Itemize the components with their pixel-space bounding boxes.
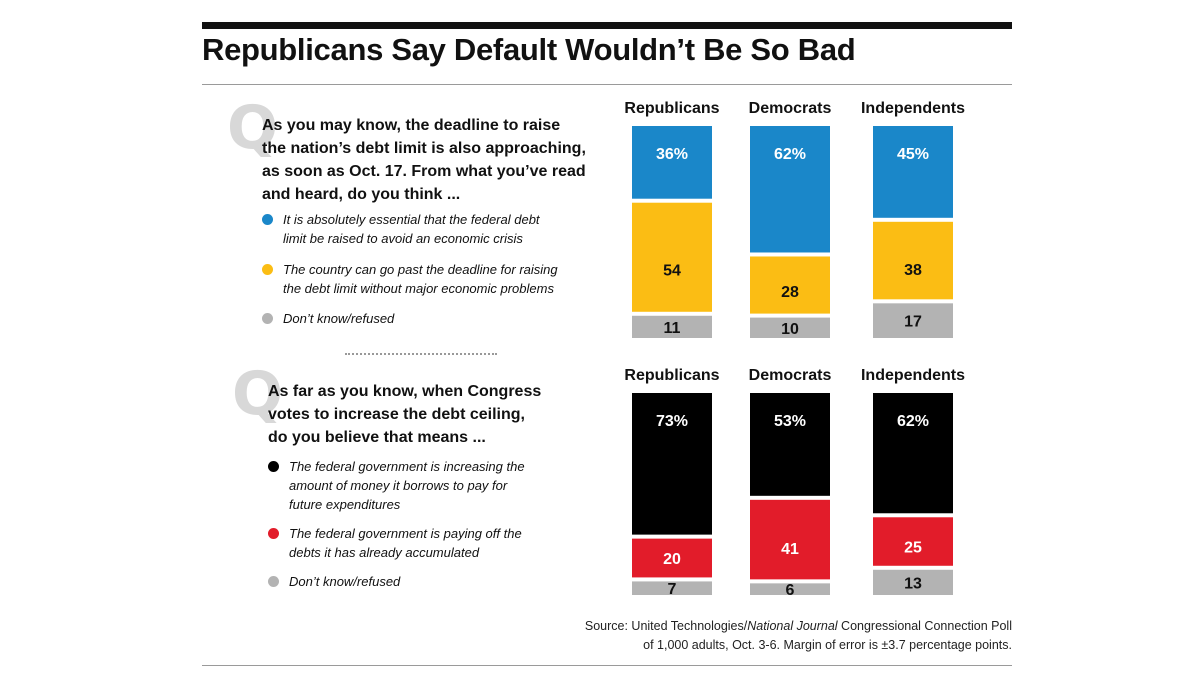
chart2-data-label-independents-series-2: 25: [904, 539, 922, 556]
chart2-bar-republicans-series-2: [632, 538, 712, 578]
chart1-data-label-independents-series-1: 45%: [897, 146, 929, 163]
chart2-data-label-democrats-series-1: 53%: [774, 413, 806, 430]
chart2-data-label-republicans-series-3: 7: [668, 581, 677, 598]
chart2-bar-independents-series-2: [873, 517, 953, 566]
q2-legend-dot-dont-know: [268, 576, 279, 587]
q2-legend-label-dont-know: Don’t know/refused: [289, 574, 401, 589]
q1-legend-dot-dont-know: [262, 313, 273, 324]
chart1-category-label-independents: Independents: [861, 100, 965, 117]
chart2-data-label-republicans-series-2: 20: [663, 551, 681, 568]
q1-legend-dot-essential: [262, 214, 273, 225]
source-line-2: of 1,000 adults, Oct. 3-6. Margin of err…: [643, 638, 1012, 652]
q2-legend-dot-borrows: [268, 461, 279, 472]
chart1-bar-republicans-series-2: [632, 202, 712, 312]
chart2-data-label-independents-series-1: 62%: [897, 413, 929, 430]
chart1-data-label-independents-series-3: 17: [904, 314, 922, 331]
chart1-bar-democrats-series-2: [750, 256, 830, 314]
chart1-bar-democrats-series-3: [750, 317, 830, 338]
chart-title: Republicans Say Default Wouldn’t Be So B…: [202, 32, 856, 67]
chart2-bar-republicans-series-1: [632, 393, 712, 535]
q2-letter: Q: [232, 359, 284, 429]
chart2-bar-democrats-series-1: [750, 393, 830, 496]
chart2-bar-republicans-series-3: [632, 581, 712, 595]
chart2-bar-democrats-series-3: [750, 583, 830, 595]
source-suffix: Congressional Connection Poll: [837, 619, 1012, 633]
q1-legend-item-go-past: The country can go past the deadline for…: [262, 260, 558, 298]
chart2-bar-independents-series-3: [873, 569, 953, 595]
q2-legend-item-borrows: The federal government is increasing the…: [268, 457, 525, 514]
title-divider: [202, 84, 1012, 85]
q1-legend-item-essential: It is absolutely essential that the fede…: [262, 210, 540, 248]
chart1-category-label-democrats: Democrats: [749, 100, 832, 117]
q1-legend-item-dont-know: Don’t know/refused: [262, 309, 394, 328]
bottom-rule: [202, 665, 1012, 666]
chart2-category-label-republicans: Republicans: [624, 367, 719, 384]
q1-legend-label-dont-know: Don’t know/refused: [283, 311, 395, 326]
chart2-category-label-independents: Independents: [861, 367, 965, 384]
chart2-category-label-democrats: Democrats: [749, 367, 832, 384]
q2-legend-item-paying-off: The federal government is paying off the…: [268, 524, 522, 562]
chart2-data-label-democrats-series-3: 6: [786, 582, 795, 599]
q1-text: As you may know, the deadline to raise t…: [262, 117, 586, 203]
section-divider: [345, 353, 497, 355]
chart1-data-label-democrats-series-3: 10: [781, 321, 799, 338]
chart1-bar-republicans-series-3: [632, 315, 712, 338]
q2-legend-item-dont-know: Don’t know/refused: [268, 572, 400, 591]
q2-legend-dot-paying-off: [268, 528, 279, 539]
q1-letter: Q: [227, 93, 279, 163]
source-prefix: Source: United Technologies/: [584, 619, 748, 633]
q1-legend-label-essential: It is absolutely essential that the fede…: [283, 212, 540, 246]
chart1-data-label-republicans-series-2: 54: [663, 262, 681, 279]
chart1-bar-independents-series-3: [873, 303, 953, 338]
chart2-data-label-independents-series-3: 13: [904, 575, 922, 592]
chart1-bar-independents-series-1: [873, 126, 953, 218]
chart1-bar-republicans-series-1: [632, 126, 712, 199]
chart2-data-label-republicans-series-1: 73%: [656, 413, 688, 430]
chart1-data-label-republicans-series-1: 36%: [656, 146, 688, 163]
q1-legend-dot-go-past: [262, 264, 273, 275]
source-publication: National Journal: [747, 619, 838, 633]
q2-legend-label-borrows: The federal government is increasing the…: [289, 459, 525, 512]
chart1-category-label-republicans: Republicans: [624, 100, 719, 117]
source-note: Source: United Technologies/National Jou…: [585, 617, 1012, 655]
chart1-bar-democrats-series-1: [750, 126, 830, 253]
chart2-data-label-democrats-series-2: 41: [781, 541, 799, 558]
q2-legend-label-paying-off: The federal government is paying off the…: [289, 526, 522, 560]
chart1-bar-independents-series-2: [873, 221, 953, 300]
chart1-data-label-independents-series-2: 38: [904, 262, 922, 279]
chart1-data-label-republicans-series-3: 11: [664, 320, 681, 337]
chart1-data-label-democrats-series-2: 28: [781, 284, 799, 301]
chart2-bar-independents-series-1: [873, 393, 953, 514]
q2-text: As far as you know, when Congress votes …: [268, 383, 542, 446]
chart2-bar-democrats-series-2: [750, 499, 830, 580]
chart1-data-label-democrats-series-1: 62%: [774, 146, 806, 163]
top-rule: [202, 22, 1012, 29]
q1-legend-label-go-past: The country can go past the deadline for…: [283, 262, 558, 296]
